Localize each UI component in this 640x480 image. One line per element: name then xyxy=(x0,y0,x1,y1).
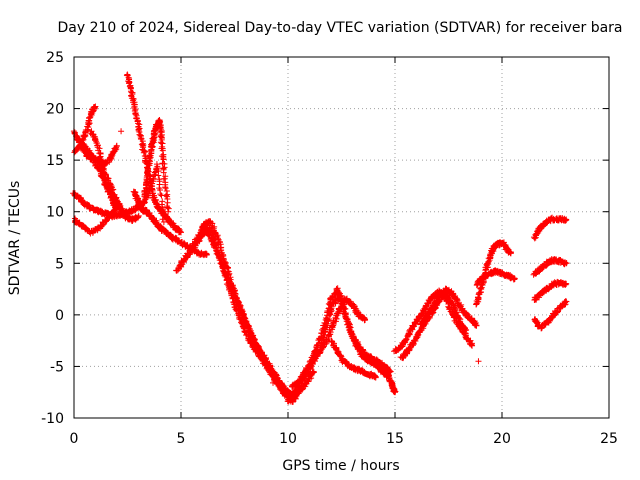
y-tick-label: 10 xyxy=(46,205,64,221)
y-tick-label: -10 xyxy=(41,411,64,427)
x-tick-label: 25 xyxy=(600,431,618,447)
x-tick-label: 20 xyxy=(493,431,511,447)
y-tick-label: 5 xyxy=(55,256,64,272)
data-point xyxy=(135,213,142,220)
y-tick-label: 25 xyxy=(46,50,64,66)
grid-lines xyxy=(74,57,609,418)
x-axis-label: GPS time / hours xyxy=(282,458,399,474)
x-tick-label: 0 xyxy=(70,431,79,447)
data-point xyxy=(92,103,99,110)
chart-title: Day 210 of 2024, Sidereal Day-to-day VTE… xyxy=(57,20,622,36)
y-tick-label: 0 xyxy=(55,308,64,324)
series-track-2 xyxy=(71,203,121,237)
data-point xyxy=(153,161,160,168)
x-tick-label: 5 xyxy=(177,431,186,447)
y-tick-label: 15 xyxy=(46,153,64,169)
series-track-8 xyxy=(123,71,184,236)
y-tick-label: -5 xyxy=(50,359,64,375)
x-tick-label: 15 xyxy=(386,431,404,447)
data-point xyxy=(154,165,161,172)
data-point xyxy=(98,162,105,169)
data-point xyxy=(113,142,120,149)
data-point xyxy=(99,165,106,172)
y-axis-label: SDTVAR / TECUs xyxy=(7,181,23,296)
data-point xyxy=(135,212,142,219)
series-track-7 xyxy=(97,156,142,224)
data-point xyxy=(91,104,98,111)
data-point xyxy=(157,191,164,198)
data-point xyxy=(155,172,162,179)
y-tick-label: 20 xyxy=(46,102,64,118)
data-points xyxy=(70,71,570,406)
x-tick-label: 10 xyxy=(279,431,297,447)
data-point xyxy=(130,95,137,102)
